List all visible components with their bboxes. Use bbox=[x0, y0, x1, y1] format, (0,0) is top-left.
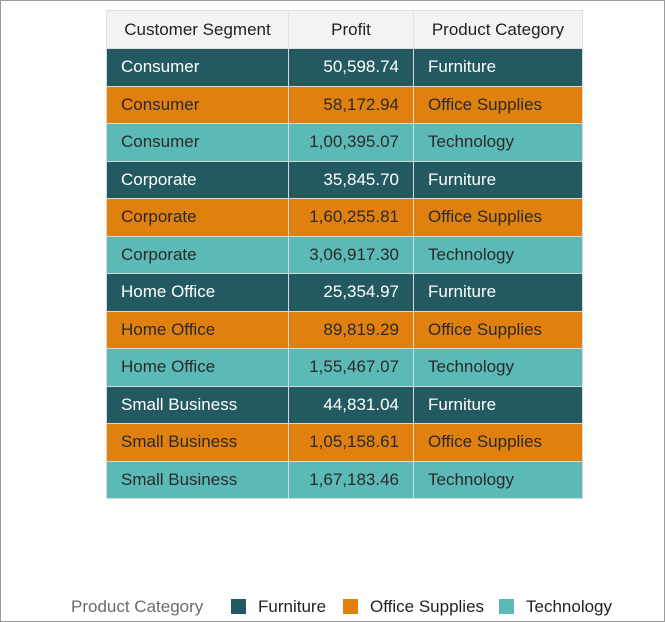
table-row: Corporate 1,60,255.81 Office Supplies bbox=[106, 198, 583, 237]
table-cell: Office Supplies bbox=[413, 310, 583, 349]
table-cell: Corporate bbox=[106, 198, 289, 237]
header-row: Customer Segment Profit Product Category bbox=[106, 10, 583, 49]
table-cell: Office Supplies bbox=[413, 198, 583, 237]
data-table: Customer Segment Profit Product Category C… bbox=[106, 10, 583, 499]
table-row: Small Business 1,67,183.46 Technology bbox=[106, 460, 583, 499]
table-cell: Corporate bbox=[106, 235, 289, 274]
table-cell: 58,172.94 bbox=[288, 85, 414, 124]
table-cell: Office Supplies bbox=[413, 423, 583, 462]
table-cell: 35,845.70 bbox=[288, 160, 414, 199]
legend-swatch bbox=[231, 599, 246, 614]
table-row: Consumer 58,172.94 Office Supplies bbox=[106, 85, 583, 124]
table-cell: 89,819.29 bbox=[288, 310, 414, 349]
legend-label: Furniture bbox=[258, 597, 327, 616]
table-cell: Small Business bbox=[106, 460, 289, 499]
table-cell: 50,598.74 bbox=[288, 48, 414, 87]
table-row: Home Office 1,55,467.07 Technology bbox=[106, 348, 583, 387]
table-header: Customer Segment Profit Product Category bbox=[106, 10, 583, 49]
legend: Product Category Furniture Office Supplie… bbox=[1, 595, 664, 619]
column-header: Customer Segment bbox=[106, 10, 289, 49]
table-cell: 1,60,255.81 bbox=[288, 198, 414, 237]
table-cell: Technology bbox=[413, 123, 583, 162]
table-row: Small Business 44,831.04 Furniture bbox=[106, 385, 583, 424]
column-header: Profit bbox=[288, 10, 414, 49]
table-cell: Consumer bbox=[106, 123, 289, 162]
table-cell: Furniture bbox=[413, 385, 583, 424]
table-row: Corporate 3,06,917.30 Technology bbox=[106, 235, 583, 274]
table-row: Small Business 1,05,158.61 Office Supplies bbox=[106, 423, 583, 462]
table-cell: Corporate bbox=[106, 160, 289, 199]
legend-label: Technology bbox=[526, 597, 613, 616]
table-cell: Furniture bbox=[413, 48, 583, 87]
table-cell: 1,55,467.07 bbox=[288, 348, 414, 387]
table-cell: Furniture bbox=[413, 160, 583, 199]
table-row: Consumer 50,598.74 Furniture bbox=[106, 48, 583, 87]
table-cell: Technology bbox=[413, 348, 583, 387]
table-cell: 1,00,395.07 bbox=[288, 123, 414, 162]
table-cell: 44,831.04 bbox=[288, 385, 414, 424]
table-cell: 1,67,183.46 bbox=[288, 460, 414, 499]
legend-swatch bbox=[499, 599, 514, 614]
table-row: Corporate 35,845.70 Furniture bbox=[106, 160, 583, 199]
table-cell: Technology bbox=[413, 460, 583, 499]
table-cell: Small Business bbox=[106, 423, 289, 462]
legend-label: Office Supplies bbox=[370, 597, 485, 616]
table-cell: Consumer bbox=[106, 48, 289, 87]
table-cell: Furniture bbox=[413, 273, 583, 312]
table-row: Home Office 89,819.29 Office Supplies bbox=[106, 310, 583, 349]
table-row: Home Office 25,354.97 Furniture bbox=[106, 273, 583, 312]
legend-title: Product Category bbox=[71, 597, 204, 616]
column-header: Product Category bbox=[413, 10, 583, 49]
table-cell: Consumer bbox=[106, 85, 289, 124]
table-cell: 3,06,917.30 bbox=[288, 235, 414, 274]
table-cell: Home Office bbox=[106, 348, 289, 387]
table-cell: 25,354.97 bbox=[288, 273, 414, 312]
table-cell: Office Supplies bbox=[413, 85, 583, 124]
table-cell: Home Office bbox=[106, 273, 289, 312]
table-row: Consumer 1,00,395.07 Technology bbox=[106, 123, 583, 162]
table-cell: 1,05,158.61 bbox=[288, 423, 414, 462]
legend-swatch bbox=[343, 599, 358, 614]
table-cell: Technology bbox=[413, 235, 583, 274]
table-cell: Small Business bbox=[106, 385, 289, 424]
table-body: Consumer 50,598.74 Furniture Consumer 58,172… bbox=[106, 48, 583, 499]
table-cell: Home Office bbox=[106, 310, 289, 349]
